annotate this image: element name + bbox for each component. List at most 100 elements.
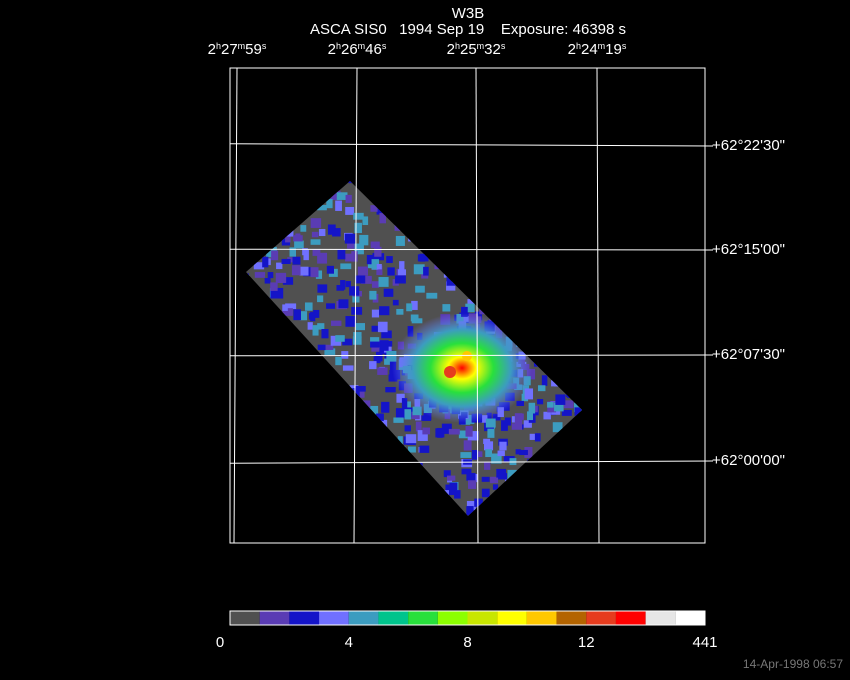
ra-unit: s (262, 41, 267, 51)
pixel (374, 246, 382, 257)
pixel (492, 413, 501, 421)
pixel (529, 433, 540, 440)
pixel (264, 278, 271, 284)
dec-grid-line (229, 460, 714, 464)
pixel (446, 475, 456, 481)
pixel (311, 231, 319, 238)
pixel (458, 430, 468, 439)
pixel (338, 299, 349, 309)
pixel (441, 423, 452, 434)
title: W3B (452, 5, 485, 22)
pixel (405, 434, 417, 444)
pixel (310, 311, 316, 322)
pixel (323, 344, 334, 350)
pixel (384, 341, 393, 347)
pixel (393, 417, 404, 423)
pixel (485, 418, 496, 428)
pixel (496, 468, 507, 478)
ra-unit: s (622, 41, 627, 51)
pixel (327, 224, 336, 235)
pixel (313, 309, 320, 318)
pixel (461, 306, 468, 317)
pixel (345, 194, 352, 203)
pixel (351, 251, 358, 262)
pixel (289, 247, 297, 257)
pixel (484, 462, 491, 470)
pixel (481, 488, 490, 498)
pixel (474, 498, 483, 507)
pixel (527, 411, 534, 421)
pixel (499, 441, 507, 451)
pixel (407, 446, 416, 453)
pixel (312, 249, 321, 256)
ra-unit: h (216, 41, 221, 51)
pixel (574, 407, 582, 416)
ra-number: 2 (208, 41, 216, 58)
pixel (299, 311, 308, 321)
ra-number: 59 (245, 41, 262, 58)
pixel (317, 252, 328, 264)
pixel (315, 270, 323, 279)
pixel (359, 234, 369, 246)
pixel (357, 266, 368, 276)
pixel (379, 306, 390, 316)
pixel (376, 263, 382, 270)
pixel (342, 338, 353, 346)
pixel (395, 408, 406, 419)
ra-unit: h (336, 41, 341, 51)
pixel (532, 405, 538, 413)
pixel (376, 265, 383, 276)
pixel (381, 330, 392, 339)
pixel (383, 288, 394, 297)
colorbar-segment (675, 611, 705, 625)
timestamp: 14-Apr-1998 06:57 (743, 657, 843, 671)
pixel (419, 445, 430, 453)
colorbar-segment (437, 611, 468, 625)
pixel (467, 431, 479, 441)
pixel (507, 469, 517, 480)
pixel (501, 420, 508, 431)
pixel (519, 449, 528, 456)
ra-number: 24 (581, 41, 598, 58)
subtitle: ASCA SIS0 1994 Sep 19 Exposure: 46398 s (310, 21, 626, 38)
pixel (326, 265, 335, 274)
pixel (304, 302, 313, 311)
pixel (270, 282, 278, 291)
ra-number: 2 (568, 41, 576, 58)
pixel (354, 243, 364, 255)
ra-number: 27 (221, 41, 238, 58)
pixel (332, 228, 341, 237)
pixel (293, 309, 301, 321)
pixel (404, 409, 412, 420)
pixel (345, 206, 355, 215)
pixel (282, 304, 288, 311)
pixel (287, 257, 297, 263)
pixel (281, 258, 291, 264)
ra-label: 2h25m32s (447, 41, 506, 58)
ra-label: 2h24m19s (568, 41, 627, 58)
pixel (547, 402, 554, 408)
colorbar-segment (408, 611, 438, 625)
dec-grid-line (229, 248, 714, 251)
pixel (340, 263, 352, 270)
pixel (386, 256, 393, 263)
pixel (463, 440, 472, 451)
pixel (485, 449, 493, 458)
pixel (381, 401, 390, 413)
pixel (554, 402, 564, 412)
pixel (335, 200, 342, 211)
pixel (411, 300, 418, 310)
dec-label: +62°22'30" (712, 137, 785, 154)
ra-unit: m (238, 41, 246, 51)
pixel (317, 204, 327, 211)
pixel (310, 267, 319, 278)
pixel (300, 225, 307, 232)
pixel (336, 285, 344, 291)
pixel (396, 393, 405, 403)
pixel (340, 280, 346, 290)
pixel (276, 262, 283, 270)
pixel (516, 400, 524, 406)
source-glow (392, 313, 532, 423)
colorbar-segment (615, 611, 646, 625)
